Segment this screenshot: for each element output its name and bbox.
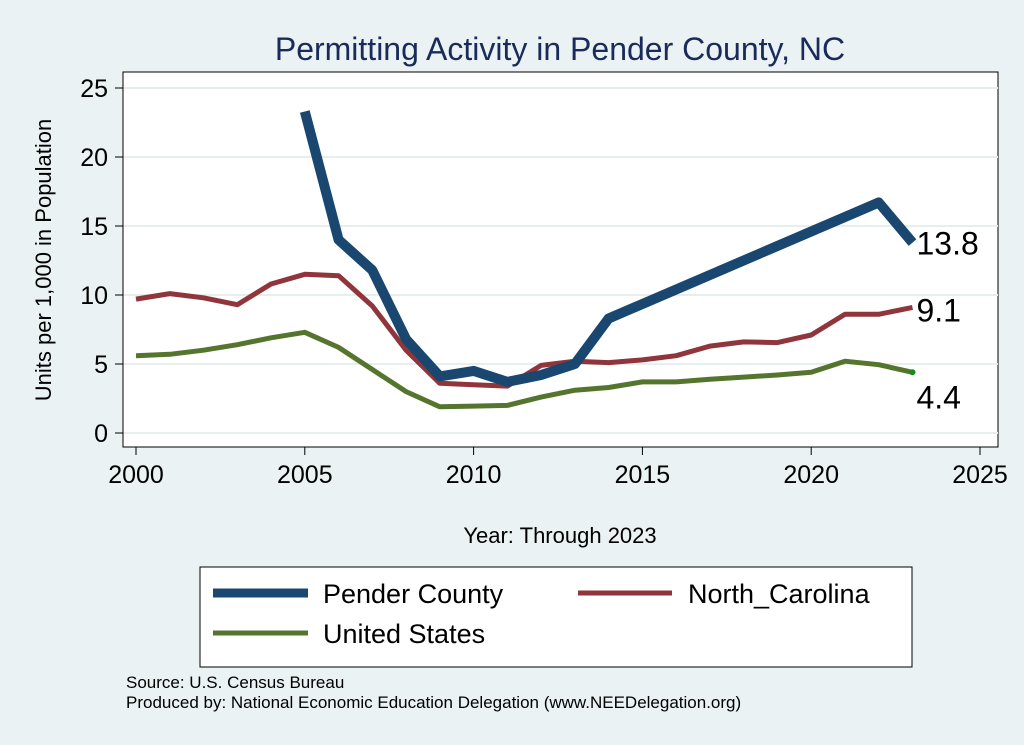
y-axis: 0 5 10 15 20 25 [80, 72, 124, 448]
x-tick-label-2025: 2025 [952, 461, 1008, 489]
series-line-united-states [135, 329, 914, 410]
plot-area [122, 71, 999, 448]
y-tick-label-15: 15 [80, 213, 108, 241]
legend-label-pender: Pender County [323, 579, 504, 609]
x-axis: 2000 2005 2010 2015 2020 2025 [108, 446, 1008, 489]
y-tick-label-20: 20 [80, 144, 108, 172]
series-lines [135, 110, 917, 410]
legend-label-nc: North_Carolina [688, 579, 871, 609]
x-tick-label-2010: 2010 [446, 461, 502, 489]
x-tick-label-2015: 2015 [615, 461, 671, 489]
x-tick-label-2005: 2005 [277, 461, 333, 489]
chart-title: Permitting Activity in Pender County, NC [275, 31, 845, 67]
series-end-point-united-states [909, 369, 916, 376]
x-axis-title: Year: Through 2023 [463, 523, 656, 548]
y-axis-title: Units per 1,000 in Population [31, 119, 56, 402]
end-labels: 13.8 9.1 4.4 [909, 226, 979, 415]
y-tick-label-5: 5 [94, 351, 108, 379]
y-tick-label-25: 25 [80, 75, 108, 103]
legend-box [199, 566, 913, 668]
legend: Pender County North_Carolina United Stat… [199, 566, 913, 668]
x-tick-label-2000: 2000 [108, 461, 164, 489]
legend-label-us: United States [323, 619, 485, 649]
end-label-united-states: 4.4 [916, 379, 960, 415]
source-note: Source: U.S. Census Bureau [126, 673, 344, 692]
y-tick-label-10: 10 [80, 282, 108, 310]
series-line-pender-county [299, 110, 917, 387]
end-label-north-carolina: 9.1 [916, 292, 960, 328]
y-tick-label-0: 0 [94, 420, 108, 448]
x-tick-label-2020: 2020 [783, 461, 839, 489]
end-label-pender-county: 13.8 [916, 226, 978, 262]
produced-by-note: Produced by: National Economic Education… [126, 693, 741, 712]
